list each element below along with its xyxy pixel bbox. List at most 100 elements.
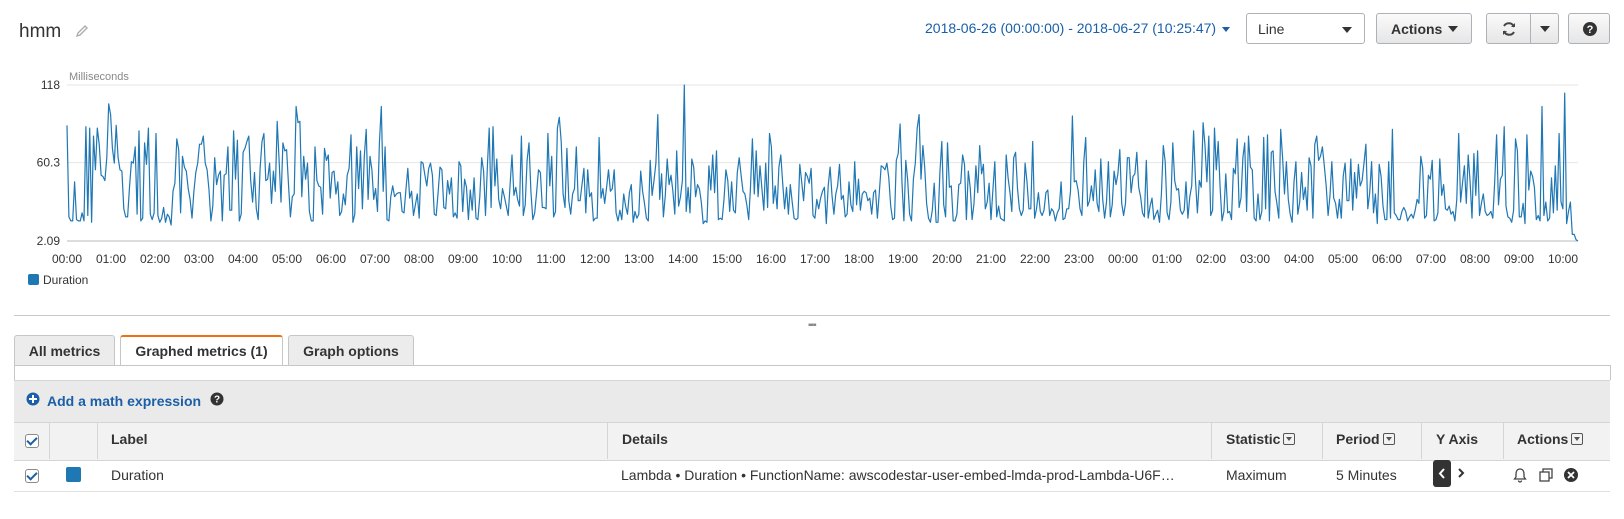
- x-tick-label: 13:00: [624, 252, 654, 266]
- x-tick-label: 07:00: [1416, 252, 1446, 266]
- x-tick-label: 10:00: [1548, 252, 1578, 266]
- x-tick-label: 04:00: [1284, 252, 1314, 266]
- tab-graph-options[interactable]: Graph options: [288, 335, 414, 365]
- tab-all-metrics[interactable]: All metrics: [14, 335, 115, 365]
- chevron-right-icon: [1458, 468, 1465, 478]
- y-axis-label: Milliseconds: [69, 71, 129, 83]
- resize-handle[interactable]: ▪▪▪: [808, 320, 817, 331]
- x-tick-label: 02:00: [140, 252, 170, 266]
- time-range-selector[interactable]: 2018-06-26 (00:00:00) - 2018-06-27 (10:2…: [925, 20, 1231, 36]
- x-tick-label: 04:00: [228, 252, 258, 266]
- row-checkbox[interactable]: [25, 469, 39, 483]
- math-expression-bar: [14, 380, 1610, 423]
- x-tick-label: 09:00: [1504, 252, 1534, 266]
- row-details: Lambda • Duration • FunctionName: awscod…: [621, 467, 1175, 483]
- x-tick-label: 12:00: [580, 252, 610, 266]
- pencil-icon[interactable]: [75, 24, 89, 38]
- time-range-text: 2018-06-26 (00:00:00) - 2018-06-27 (10:2…: [925, 20, 1217, 36]
- column-actions[interactable]: Actions: [1517, 431, 1584, 447]
- column-statistic[interactable]: Statistic: [1226, 431, 1296, 447]
- metrics-table-header: [14, 422, 1610, 461]
- row-period[interactable]: 5 Minutes: [1336, 467, 1397, 483]
- duration-series-line: [66, 84, 1579, 242]
- chevron-down-icon: [1448, 26, 1458, 32]
- column-period[interactable]: Period: [1336, 431, 1395, 447]
- svg-text:?: ?: [214, 395, 220, 406]
- x-tick-label: 07:00: [360, 252, 390, 266]
- refresh-button[interactable]: [1486, 13, 1531, 44]
- sort-icon[interactable]: [1571, 433, 1584, 445]
- svg-text:?: ?: [1587, 24, 1594, 36]
- refresh-icon: [1503, 22, 1515, 36]
- x-tick-label: 23:00: [1064, 252, 1094, 266]
- duplicate-icon[interactable]: [1538, 467, 1554, 483]
- line-chart: 118 60.3 2.09 Milliseconds 00:00 01:00 02:00…: [37, 71, 1579, 266]
- table-row: [14, 460, 1610, 492]
- x-tick-label: 11:00: [536, 252, 565, 266]
- x-tick-label: 05:00: [1328, 252, 1358, 266]
- help-button[interactable]: ?: [1568, 13, 1610, 44]
- x-tick-label: 21:00: [976, 252, 1006, 266]
- remove-icon[interactable]: [1563, 467, 1579, 483]
- chevron-down-icon: [1342, 27, 1352, 33]
- x-tick-label: 00:00: [1108, 252, 1138, 266]
- column-actions-label: Actions: [1517, 431, 1569, 447]
- y-axis-ticks: 118 60.3 2.09: [37, 78, 61, 248]
- x-tick-label: 06:00: [316, 252, 346, 266]
- actions-button[interactable]: Actions: [1376, 13, 1472, 44]
- x-tick-label: 06:00: [1372, 252, 1402, 266]
- column-details: Details: [622, 431, 668, 447]
- x-tick-label: 02:00: [1196, 252, 1226, 266]
- y-tick-label: 118: [41, 78, 60, 92]
- graph-title: hmm: [19, 21, 62, 42]
- x-tick-label: 08:00: [1460, 252, 1490, 266]
- x-tick-label: 20:00: [932, 252, 962, 266]
- bell-icon[interactable]: [1512, 467, 1528, 483]
- x-tick-label: 17:00: [800, 252, 830, 266]
- x-tick-label: 09:00: [448, 252, 478, 266]
- select-all-checkbox[interactable]: [25, 434, 39, 448]
- actions-label: Actions: [1391, 21, 1443, 37]
- x-tick-label: 01:00: [1152, 252, 1182, 266]
- x-tick-label: 18:00: [844, 252, 874, 266]
- y-axis-left-button[interactable]: [1433, 460, 1451, 487]
- panel-divider: [14, 315, 1610, 316]
- add-math-expression-link[interactable]: Add a math expression: [47, 393, 202, 409]
- legend-label: Duration: [43, 273, 89, 287]
- chevron-left-icon: [1438, 468, 1445, 479]
- x-tick-label: 03:00: [184, 252, 214, 266]
- x-tick-label: 14:00: [668, 252, 698, 266]
- y-axis-right-button[interactable]: [1456, 466, 1466, 483]
- row-statistic[interactable]: Maximum: [1226, 467, 1287, 483]
- plus-circle-icon[interactable]: [26, 392, 40, 406]
- legend-swatch: [28, 274, 39, 285]
- sort-icon[interactable]: [1382, 433, 1395, 445]
- column-y-axis: Y Axis: [1436, 431, 1479, 447]
- column-statistic-label: Statistic: [1226, 431, 1281, 447]
- x-tick-label: 05:00: [272, 252, 302, 266]
- x-tick-label: 08:00: [404, 252, 434, 266]
- caret-down-icon: [1222, 26, 1231, 32]
- graph-type-value: Line: [1258, 21, 1285, 37]
- tab-panel-border: [14, 365, 1610, 366]
- chart-grid: [67, 84, 1578, 242]
- x-tick-label: 00:00: [52, 252, 82, 266]
- row-label[interactable]: Duration: [111, 467, 164, 483]
- chart-legend: Duration: [28, 273, 88, 287]
- tab-graphed-metrics[interactable]: Graphed metrics (1): [120, 335, 283, 366]
- column-label: Label: [111, 431, 148, 447]
- question-icon: ?: [1583, 22, 1597, 36]
- x-tick-label: 03:00: [1240, 252, 1270, 266]
- question-icon[interactable]: ?: [210, 392, 224, 406]
- sort-icon[interactable]: [1283, 433, 1296, 445]
- y-tick-label: 2.09: [37, 234, 61, 248]
- graph-type-select[interactable]: Line: [1246, 13, 1365, 44]
- x-axis-ticks: 00:00 01:00 02:00 03:00 04:00 05:00 06:00 07:00…: [52, 252, 1578, 266]
- x-tick-label: 10:00: [492, 252, 522, 266]
- series-color-swatch[interactable]: [66, 467, 81, 482]
- column-period-label: Period: [1336, 431, 1380, 447]
- tab-panel: [14, 365, 1611, 380]
- x-tick-label: 22:00: [1020, 252, 1050, 266]
- x-tick-label: 19:00: [888, 252, 918, 266]
- refresh-options-button[interactable]: [1530, 13, 1559, 44]
